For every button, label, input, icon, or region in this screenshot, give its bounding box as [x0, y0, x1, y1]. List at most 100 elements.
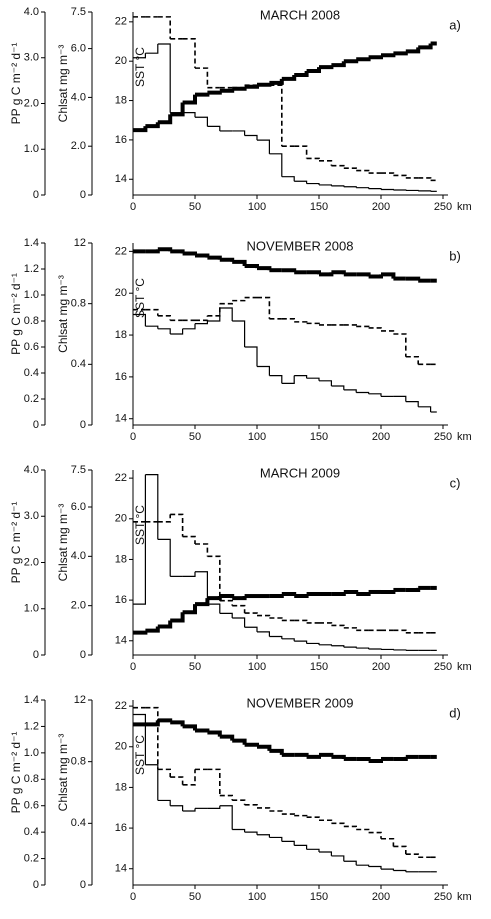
- step-segment: [182, 604, 197, 615]
- step-segment: [356, 864, 370, 867]
- sst-tick-label: 14: [115, 863, 127, 875]
- step-segment: [343, 825, 357, 830]
- step-segment: [356, 591, 371, 597]
- step-segment: [381, 837, 395, 847]
- step-segment: [269, 78, 284, 85]
- step-segment: [219, 612, 233, 618]
- step-segment: [257, 807, 271, 811]
- step-segment: [195, 116, 208, 127]
- step-segment: [269, 153, 283, 177]
- pp-axis-label: PP g C m⁻² d⁻¹: [9, 732, 23, 814]
- step-segment: [182, 808, 196, 812]
- step-segment: [281, 74, 297, 81]
- step-segment: [319, 644, 332, 646]
- step-segment: [157, 768, 171, 778]
- step-segment: [356, 647, 370, 649]
- step-segment: [381, 172, 395, 176]
- step-segment: [343, 627, 357, 631]
- step-line: [133, 247, 437, 283]
- x-tick-label: 50: [189, 891, 201, 903]
- panel-title: NOVEMBER 2009: [247, 695, 354, 710]
- step-segment: [368, 865, 382, 870]
- chl-tick-label: 0: [80, 649, 86, 661]
- step-segment: [232, 130, 246, 136]
- step-segment: [244, 742, 259, 747]
- step-segment: [182, 112, 196, 118]
- chl-tick-label: 0.8: [71, 298, 86, 310]
- chl-tick-label: 6.0: [71, 501, 86, 513]
- step-segment: [381, 330, 395, 334]
- step-segment: [281, 813, 295, 816]
- step-segment: [257, 744, 272, 751]
- step-segment: [157, 620, 173, 629]
- step-segment: [381, 53, 396, 58]
- pp-tick-label: 3.0: [24, 510, 39, 522]
- step-segment: [405, 47, 421, 54]
- x-tick-label: 100: [248, 891, 266, 903]
- step-segment: [343, 167, 357, 171]
- sst-tick-label: 22: [115, 700, 127, 712]
- pp-tick-label: 1.2: [24, 263, 39, 275]
- step-segment: [331, 164, 345, 169]
- chl-tick-label: 4.0: [71, 550, 86, 562]
- sst-axis-label: SST °C: [133, 278, 147, 318]
- step-segment: [157, 718, 173, 723]
- step-segment: [368, 393, 382, 397]
- x-tick-label: 200: [372, 661, 390, 673]
- sst-tick-label: 18: [115, 94, 127, 106]
- pp-tick-label: 0.2: [24, 393, 39, 405]
- step-segment: [157, 538, 171, 577]
- chl-tick-label: 0: [80, 879, 86, 891]
- step-segment: [207, 303, 221, 317]
- step-segment: [343, 646, 357, 649]
- x-tick-label: 150: [310, 201, 328, 213]
- step-segment: [331, 185, 345, 187]
- x-tick-label: 100: [248, 431, 266, 443]
- step-segment: [306, 848, 320, 852]
- step-segment: [157, 247, 173, 252]
- sst-tick-label: 16: [115, 371, 127, 383]
- step-segment: [195, 598, 210, 607]
- pp-tick-label: 1.0: [24, 747, 39, 759]
- step-segment: [170, 776, 184, 785]
- step-segment: [294, 321, 308, 324]
- step-segment: [269, 748, 284, 755]
- x-tick-label: 0: [130, 891, 136, 903]
- chl-tick-label: 2.0: [71, 600, 86, 612]
- step-segment: [306, 182, 320, 185]
- step-segment: [405, 355, 419, 365]
- step-segment: [219, 805, 233, 830]
- pp-tick-label: 1.4: [24, 694, 39, 706]
- chl-tick-label: 0: [80, 189, 86, 201]
- step-segment: [356, 272, 371, 277]
- x-tick-label: 150: [310, 891, 328, 903]
- step-segment: [195, 67, 209, 88]
- pp-axis-label: PP g C m⁻² d⁻¹: [9, 43, 23, 125]
- sst-axis-label: SST °C: [133, 47, 147, 87]
- step-segment: [133, 313, 146, 327]
- x-tick-label: 0: [130, 201, 136, 213]
- step-segment: [294, 640, 308, 644]
- step-segment: [182, 724, 197, 731]
- step-segment: [219, 88, 235, 93]
- x-tick-label: 250: [434, 661, 452, 673]
- pp-tick-label: 0.8: [24, 315, 39, 327]
- step-segment: [294, 844, 308, 850]
- step-segment: [368, 758, 383, 763]
- step-segment: [170, 612, 185, 623]
- x-tick-label: 150: [310, 431, 328, 443]
- step-segment: [157, 328, 171, 334]
- step-segment: [232, 320, 246, 347]
- step-segment: [133, 53, 146, 59]
- step-segment: [244, 346, 258, 367]
- step-segment: [145, 720, 160, 727]
- chl-axis-label: Chlsat mg m⁻³: [56, 504, 70, 582]
- step-segment: [343, 860, 357, 866]
- step-segment: [294, 594, 309, 599]
- step-segment: [294, 71, 309, 77]
- pp-tick-label: 0.8: [24, 773, 39, 785]
- step-segment: [405, 276, 421, 281]
- step-segment: [319, 272, 334, 277]
- step-segment: [319, 380, 332, 386]
- sst-tick-label: 14: [115, 635, 127, 647]
